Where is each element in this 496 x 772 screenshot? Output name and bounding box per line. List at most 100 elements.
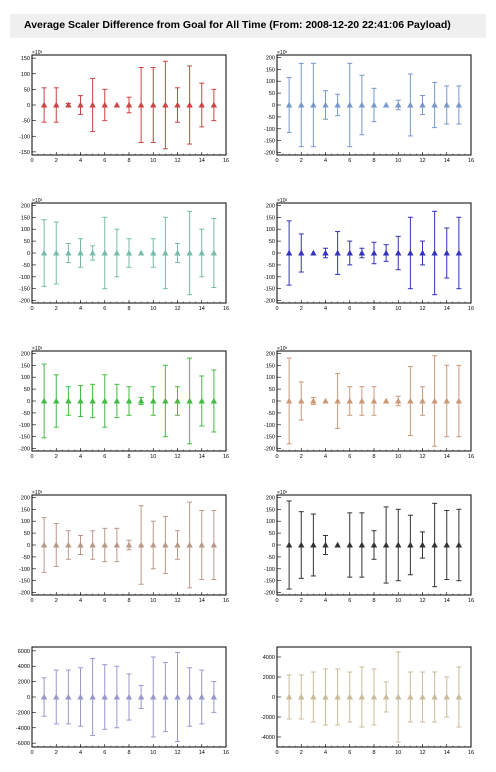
- data-point: [150, 693, 157, 700]
- y-tick-label: 200: [266, 55, 275, 61]
- data-point: [89, 693, 96, 700]
- data-point: [346, 101, 353, 108]
- data-point: [162, 541, 169, 548]
- axis-exponent-label: ×10³: [32, 198, 42, 204]
- x-tick-label: 6: [103, 598, 106, 604]
- y-tick-label: -2000: [16, 710, 30, 716]
- x-tick-label: 6: [348, 306, 351, 312]
- y-tick-label: -200: [19, 447, 30, 453]
- data-point: [198, 693, 205, 700]
- data-point: [137, 541, 145, 548]
- x-tick-label: 10: [395, 750, 401, 756]
- x-tick-label: 0: [275, 598, 278, 604]
- data-point: [310, 693, 317, 700]
- x-tick-label: 10: [395, 306, 401, 312]
- data-point: [334, 693, 341, 700]
- data-point: [101, 541, 108, 548]
- x-tick-label: 10: [395, 598, 401, 604]
- y-tick-label: 6000: [18, 649, 30, 655]
- y-tick-label: 100: [266, 519, 275, 525]
- data-point: [174, 397, 181, 404]
- x-tick-label: 6: [103, 750, 106, 756]
- y-tick-label: -100: [264, 423, 275, 429]
- data-point: [40, 397, 48, 404]
- x-tick-label: 8: [372, 598, 375, 604]
- x-tick-label: 8: [372, 454, 375, 460]
- data-point: [322, 541, 329, 548]
- data-point: [346, 397, 353, 404]
- y-tick-label: 2000: [18, 680, 30, 686]
- data-point: [419, 397, 426, 404]
- x-tick-label: 0: [30, 306, 33, 312]
- y-tick-label: 0: [27, 251, 30, 257]
- x-tick-label: 16: [468, 598, 474, 604]
- data-point: [358, 101, 366, 108]
- data-point: [322, 249, 329, 256]
- x-tick-label: 8: [372, 750, 375, 756]
- x-tick-label: 12: [174, 306, 180, 312]
- data-point: [113, 397, 121, 404]
- x-tick-label: 8: [372, 158, 375, 164]
- data-point: [77, 541, 84, 548]
- x-tick-label: 12: [419, 454, 425, 460]
- y-tick-label: -200: [264, 447, 275, 453]
- data-point: [370, 541, 378, 548]
- x-tick-label: 10: [150, 750, 156, 756]
- data-point: [395, 693, 402, 700]
- x-tick-label: 16: [223, 306, 229, 312]
- y-tick-label: 150: [266, 67, 275, 73]
- chart-panel-8: ×10³ 0 2 4 6 8 10 12 14 16 -200 -150 -100 -50 0 50 100 15…: [264, 490, 474, 604]
- data-point: [150, 541, 157, 548]
- data-point: [298, 101, 305, 108]
- data-point: [174, 541, 181, 548]
- data-point: [53, 101, 60, 108]
- data-point: [53, 249, 60, 256]
- x-tick-label: 2: [55, 454, 58, 460]
- data-point: [370, 397, 378, 404]
- y-tick-label: 50: [269, 239, 275, 245]
- data-point: [443, 101, 450, 108]
- data-point: [334, 249, 341, 256]
- data-point: [382, 693, 390, 700]
- y-tick-label: 0: [27, 695, 30, 701]
- x-tick-label: 4: [79, 306, 82, 312]
- data-point: [210, 397, 218, 404]
- x-tick-label: 10: [150, 598, 156, 604]
- data-point: [407, 249, 414, 256]
- y-tick-label: 0: [272, 543, 275, 549]
- y-tick-label: 150: [21, 507, 30, 513]
- y-tick-label: 2000: [263, 675, 275, 681]
- y-tick-label: -200: [264, 591, 275, 597]
- x-tick-label: 12: [174, 158, 180, 164]
- x-tick-label: 8: [127, 158, 130, 164]
- x-tick-label: 2: [300, 454, 303, 460]
- data-point: [322, 101, 329, 108]
- x-tick-label: 0: [30, 454, 33, 460]
- data-point: [125, 397, 133, 404]
- x-tick-label: 16: [223, 750, 229, 756]
- y-tick-label: 0: [27, 399, 30, 405]
- data-point: [89, 541, 96, 548]
- data-point: [370, 249, 378, 256]
- axis-exponent-label: ×10³: [277, 198, 287, 204]
- x-tick-label: 4: [324, 158, 327, 164]
- data-point: [382, 541, 390, 548]
- y-tick-label: -50: [22, 119, 30, 125]
- x-tick-label: 16: [468, 306, 474, 312]
- data-point: [370, 101, 378, 108]
- data-point: [150, 249, 157, 256]
- x-tick-label: 4: [79, 598, 82, 604]
- y-tick-label: -4000: [261, 735, 275, 741]
- x-tick-label: 16: [223, 158, 229, 164]
- x-tick-label: 0: [30, 158, 33, 164]
- data-point: [310, 541, 317, 548]
- data-point: [370, 693, 378, 700]
- x-tick-label: 6: [348, 454, 351, 460]
- x-tick-label: 6: [103, 158, 106, 164]
- data-point: [322, 397, 329, 404]
- axis-exponent-label: ×10³: [277, 490, 287, 496]
- y-tick-label: -50: [267, 115, 275, 121]
- data-point: [382, 397, 390, 404]
- page-title: Average Scaler Difference from Goal for …: [24, 19, 451, 31]
- x-tick-label: 2: [55, 598, 58, 604]
